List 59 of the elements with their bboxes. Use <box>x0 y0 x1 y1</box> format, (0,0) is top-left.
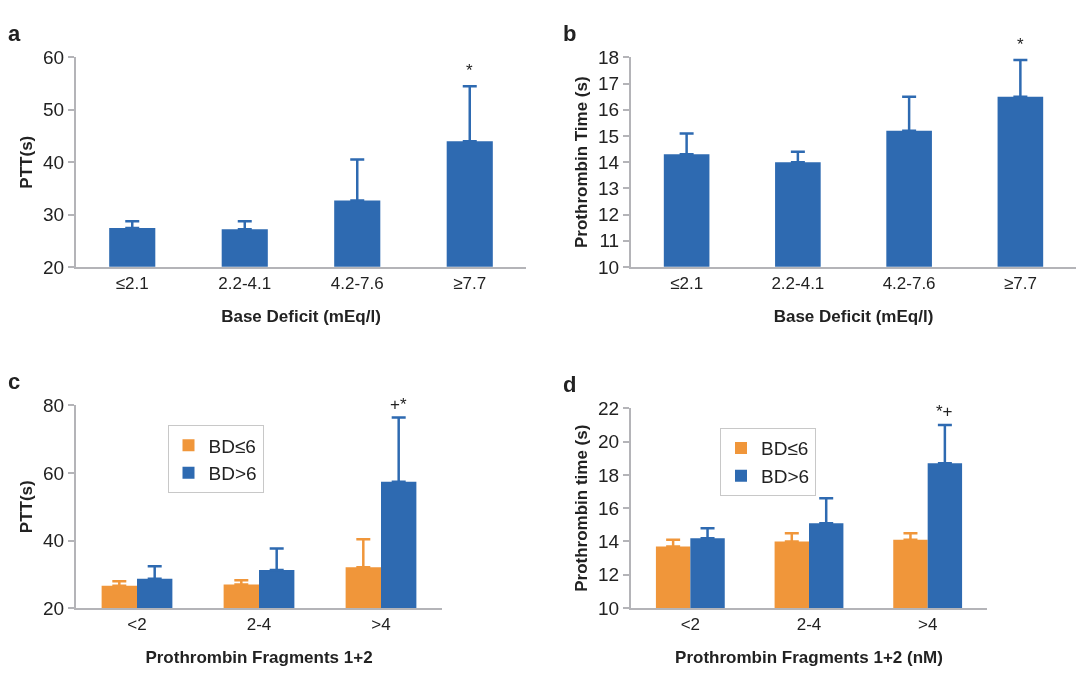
legend-label: BD≤6 <box>208 435 256 457</box>
y-tick-label: 15 <box>598 125 620 147</box>
x-axis-title: Prothrombin Fragments 1+2 (nM) <box>675 648 943 668</box>
y-tick-label: 12 <box>598 564 620 586</box>
x-tick-label: ≥7.7 <box>1003 274 1037 294</box>
y-tick-label: 18 <box>598 47 620 69</box>
x-tick-label: 2-4 <box>246 615 272 635</box>
y-tick-label: 12 <box>598 204 620 226</box>
chart-title: a <box>8 21 21 46</box>
x-tick-label: ≤2.1 <box>115 274 149 294</box>
y-tick-label: 40 <box>43 530 65 552</box>
chart-title: b <box>563 21 577 46</box>
y-tick-label: 30 <box>43 204 65 226</box>
chart-title: d <box>563 372 577 397</box>
x-tick-label: ≤2.1 <box>670 274 704 294</box>
y-tick-label: 20 <box>43 256 65 278</box>
y-tick-label: 20 <box>598 431 620 453</box>
y-tick-label: 14 <box>598 531 620 553</box>
y-tick-label: 16 <box>598 497 620 519</box>
x-axis-title: Prothrombin Fragments 1+2 <box>145 648 373 668</box>
legend-label: BD≤6 <box>761 438 809 460</box>
y-axis-title: Prothrombin Time (s) <box>572 76 592 248</box>
y-tick-label: 20 <box>43 597 65 619</box>
y-tick-label: 80 <box>43 395 65 417</box>
x-tick-label: 4.2-7.6 <box>330 274 384 294</box>
y-tick-label: 10 <box>598 256 620 278</box>
y-tick-label: 18 <box>598 464 620 486</box>
x-tick-label: >4 <box>371 615 391 635</box>
y-tick-label: 60 <box>43 47 65 69</box>
y-axis-title: PTT(s) <box>17 480 37 534</box>
y-tick-label: 13 <box>598 177 620 199</box>
legend-label: BD>6 <box>208 463 257 485</box>
x-tick-label: <2 <box>680 615 701 635</box>
y-tick-label: 60 <box>43 462 65 484</box>
x-axis-title: Base Deficit (mEq/l) <box>773 307 934 327</box>
x-axis-title: Base Deficit (mEq/l) <box>221 307 381 327</box>
x-tick-label: 2-4 <box>796 615 822 635</box>
x-tick-label: >4 <box>917 615 938 635</box>
y-tick-label: 14 <box>598 151 620 173</box>
y-axis-title: Prothrombin time (s) <box>572 424 592 592</box>
y-tick-label: 40 <box>43 151 65 173</box>
x-tick-label: <2 <box>127 615 147 635</box>
y-axis-title: PTT(s) <box>17 135 37 189</box>
x-tick-label: 2.2-4.1 <box>771 274 825 294</box>
x-tick-label: 2.2-4.1 <box>218 274 272 294</box>
y-tick-label: 11 <box>599 230 620 252</box>
annotation: * <box>1017 35 1024 54</box>
chart-title: c <box>8 369 21 394</box>
annotation: +* <box>390 395 407 414</box>
y-tick-label: 17 <box>598 73 620 95</box>
x-tick-label: 4.2-7.6 <box>882 274 936 294</box>
annotation: *+ <box>936 402 953 421</box>
x-tick-label: ≥7.7 <box>453 274 487 294</box>
legend-label: BD>6 <box>761 466 810 488</box>
y-tick-label: 10 <box>598 597 620 619</box>
annotation: * <box>466 61 473 80</box>
y-tick-label: 22 <box>598 398 620 420</box>
y-tick-label: 50 <box>43 99 65 121</box>
y-tick-label: 16 <box>598 99 620 121</box>
